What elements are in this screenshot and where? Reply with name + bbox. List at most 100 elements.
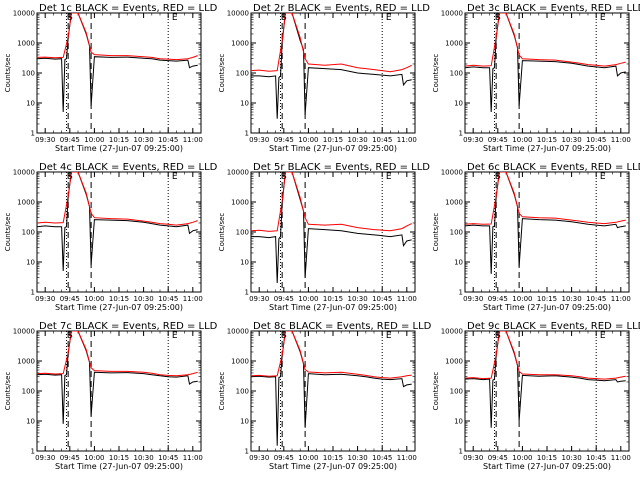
plot-frame bbox=[36, 330, 202, 452]
x-tick-label: 11:00 bbox=[611, 136, 631, 144]
series-lld-line bbox=[37, 13, 198, 61]
series-group bbox=[251, 172, 412, 284]
y-tick-label: 1 bbox=[245, 289, 249, 297]
marker-label-e: E bbox=[172, 331, 178, 341]
series-lld-line bbox=[251, 172, 412, 232]
x-tick-label: 11:00 bbox=[183, 295, 203, 303]
x-tick-label: 11:00 bbox=[611, 295, 631, 303]
series-group bbox=[465, 13, 626, 113]
y-tick-label: 10000 bbox=[13, 10, 35, 18]
panel-title: Det 4c BLACK = Events, RED = LLD bbox=[39, 162, 218, 173]
panel-title: Det 1c BLACK = Events, RED = LLD bbox=[39, 3, 218, 14]
x-tick-label: 10:30 bbox=[562, 295, 582, 303]
y-tick-label: 10 bbox=[26, 100, 35, 108]
x-tick-label: 09:45 bbox=[60, 136, 80, 144]
x-tick-label: 10:30 bbox=[562, 136, 582, 144]
marker-label-s: S bbox=[67, 172, 73, 182]
series-lld-line bbox=[37, 172, 198, 226]
x-tick-label: 10:30 bbox=[348, 136, 368, 144]
marker-label-e: E bbox=[600, 172, 606, 182]
x-tick-label: 10:15 bbox=[323, 454, 343, 462]
y-tick-label: 1 bbox=[31, 130, 35, 138]
x-tick-label: 10:30 bbox=[562, 454, 582, 462]
y-tick-label: 100 bbox=[450, 70, 463, 78]
x-axis-label: Start Time (27-Jun-07 09:25:00) bbox=[483, 462, 611, 471]
x-tick-label: 09:45 bbox=[60, 454, 80, 462]
panel-title: Det 6c BLACK = Events, RED = LLD bbox=[467, 162, 640, 173]
marker-label-e: E bbox=[386, 13, 392, 23]
series-group bbox=[251, 331, 412, 446]
x-axis-label: Start Time (27-Jun-07 09:25:00) bbox=[55, 462, 183, 471]
panel-8: Det 8c BLACK = Events, RED = LLD 1 10 100 10… bbox=[218, 321, 432, 471]
x-tick-label: 10:15 bbox=[109, 295, 129, 303]
y-tick-label: 1000 bbox=[231, 199, 249, 207]
series-lld-line bbox=[251, 331, 412, 379]
x-tick-label: 10:45 bbox=[586, 136, 606, 144]
x-tick-label: 10:00 bbox=[298, 295, 318, 303]
panel-title: Det 7c BLACK = Events, RED = LLD bbox=[39, 321, 218, 332]
y-tick-label: 10000 bbox=[227, 169, 249, 177]
x-tick-label: 10:45 bbox=[158, 295, 178, 303]
x-tick-label: 09:45 bbox=[274, 295, 294, 303]
x-tick-label: 09:45 bbox=[274, 454, 294, 462]
series-group bbox=[251, 13, 412, 119]
y-tick-label: 100 bbox=[236, 229, 249, 237]
y-tick-label: 1000 bbox=[445, 358, 463, 366]
series-group bbox=[465, 331, 626, 428]
y-tick-label: 10000 bbox=[441, 328, 463, 336]
series-group bbox=[37, 172, 198, 272]
y-axis-label: Counts/sec bbox=[218, 213, 226, 252]
x-tick-label: 09:30 bbox=[249, 136, 269, 144]
panel-4: Det 4c BLACK = Events, RED = LLD 1 10 100 10… bbox=[4, 162, 218, 312]
marker-label-s: S bbox=[281, 13, 287, 23]
y-axis-label: Counts/sec bbox=[4, 213, 12, 252]
series-events-line bbox=[251, 331, 412, 446]
y-tick-label: 100 bbox=[450, 388, 463, 396]
y-axis-label: Counts/sec bbox=[432, 372, 440, 411]
x-tick-label: 10:45 bbox=[586, 454, 606, 462]
x-axis-label: Start Time (27-Jun-07 09:25:00) bbox=[55, 303, 183, 312]
y-axis-label: Counts/sec bbox=[218, 54, 226, 93]
y-tick-label: 100 bbox=[236, 388, 249, 396]
series-events-line bbox=[465, 172, 626, 274]
x-tick-label: 10:45 bbox=[372, 295, 392, 303]
x-tick-label: 10:45 bbox=[158, 136, 178, 144]
panel-title: Det 3c BLACK = Events, RED = LLD bbox=[467, 3, 640, 14]
plot-frame bbox=[250, 12, 416, 134]
y-tick-label: 10000 bbox=[227, 10, 249, 18]
marker-label-e: E bbox=[172, 13, 178, 23]
x-tick-label: 10:45 bbox=[372, 136, 392, 144]
x-tick-label: 09:30 bbox=[463, 295, 483, 303]
panel-7: Det 7c BLACK = Events, RED = LLD 1 10 100 10… bbox=[4, 321, 218, 471]
y-tick-label: 10 bbox=[454, 418, 463, 426]
x-tick-label: 10:30 bbox=[348, 295, 368, 303]
x-tick-label: 11:00 bbox=[611, 454, 631, 462]
x-tick-label: 09:30 bbox=[35, 295, 55, 303]
y-tick-label: 1000 bbox=[17, 199, 35, 207]
y-tick-label: 10000 bbox=[227, 328, 249, 336]
marker-label-e: E bbox=[386, 172, 392, 182]
y-tick-label: 10 bbox=[240, 100, 249, 108]
x-tick-label: 09:45 bbox=[488, 136, 508, 144]
marker-label-s: S bbox=[67, 331, 73, 341]
y-tick-label: 10000 bbox=[441, 10, 463, 18]
x-tick-label: 09:30 bbox=[35, 454, 55, 462]
panel-title: Det 8c BLACK = Events, RED = LLD bbox=[253, 321, 432, 332]
panel-5: Det 5r BLACK = Events, RED = LLD 1 10 100 10… bbox=[218, 162, 430, 312]
panel-9: Det 9c BLACK = Events, RED = LLD 1 10 100 10… bbox=[432, 321, 640, 471]
x-tick-label: 10:45 bbox=[158, 454, 178, 462]
x-tick-label: 09:45 bbox=[274, 136, 294, 144]
marker-label-s: S bbox=[281, 172, 287, 182]
series-group bbox=[37, 331, 198, 424]
x-tick-label: 10:00 bbox=[298, 454, 318, 462]
x-tick-label: 11:00 bbox=[183, 454, 203, 462]
x-tick-label: 10:30 bbox=[348, 454, 368, 462]
x-tick-label: 09:30 bbox=[463, 454, 483, 462]
marker-label-e: E bbox=[600, 331, 606, 341]
y-tick-label: 1000 bbox=[231, 40, 249, 48]
series-events-line bbox=[251, 172, 412, 284]
y-tick-label: 10 bbox=[454, 259, 463, 267]
x-tick-label: 09:30 bbox=[249, 295, 269, 303]
y-tick-label: 10000 bbox=[441, 169, 463, 177]
series-lld-line bbox=[465, 13, 626, 67]
